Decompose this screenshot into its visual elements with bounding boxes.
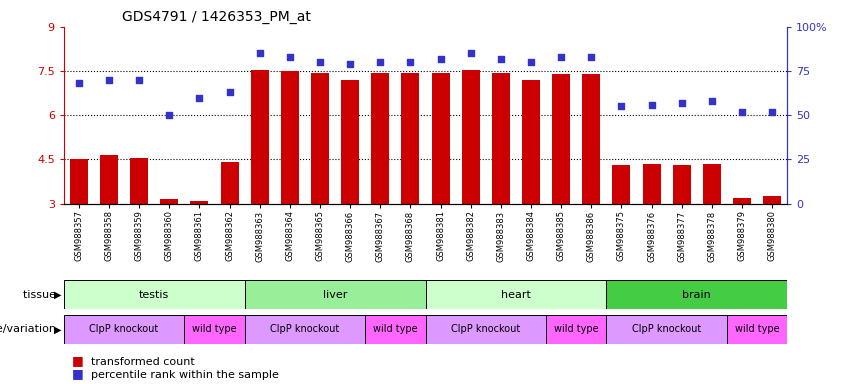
Point — [163, 112, 176, 118]
Text: wild type: wild type — [554, 324, 598, 334]
Point — [434, 56, 448, 62]
Point — [705, 98, 718, 104]
Point — [765, 109, 779, 115]
Bar — [220, 162, 238, 204]
Text: heart: heart — [501, 290, 531, 300]
Bar — [281, 71, 299, 204]
Bar — [643, 164, 660, 204]
Bar — [130, 158, 148, 204]
Bar — [546, 315, 607, 344]
Bar — [64, 315, 185, 344]
Text: transformed count: transformed count — [91, 357, 195, 367]
Bar — [251, 70, 269, 204]
Bar — [402, 73, 420, 204]
Bar — [461, 70, 480, 204]
Text: wild type: wild type — [734, 324, 780, 334]
Point — [102, 77, 116, 83]
Text: genotype/variation: genotype/variation — [0, 324, 60, 334]
Bar — [703, 164, 721, 204]
Text: ▶: ▶ — [54, 324, 61, 334]
Point — [72, 80, 86, 86]
Text: ■: ■ — [72, 354, 89, 367]
Point — [524, 59, 538, 65]
Text: ClpP knockout: ClpP knockout — [89, 324, 159, 334]
Bar — [426, 280, 606, 309]
Bar — [245, 315, 365, 344]
Bar — [522, 80, 540, 204]
Text: wild type: wild type — [192, 324, 237, 334]
Point — [585, 54, 598, 60]
Bar — [727, 315, 787, 344]
Text: tissue: tissue — [23, 290, 60, 300]
Bar — [311, 73, 329, 204]
Bar — [552, 74, 570, 204]
Point — [343, 61, 357, 67]
Text: GDS4791 / 1426353_PM_at: GDS4791 / 1426353_PM_at — [122, 10, 311, 25]
Bar — [672, 165, 691, 204]
Point — [464, 50, 477, 56]
Bar — [763, 196, 781, 204]
Point — [133, 77, 146, 83]
Bar — [365, 315, 426, 344]
Bar — [64, 280, 245, 309]
Point — [645, 101, 659, 108]
Point — [223, 89, 237, 95]
Text: percentile rank within the sample: percentile rank within the sample — [91, 370, 279, 380]
Bar — [70, 159, 88, 204]
Bar — [100, 155, 118, 204]
Point — [283, 54, 297, 60]
Text: liver: liver — [323, 290, 347, 300]
Point — [313, 59, 327, 65]
Point — [192, 94, 206, 101]
Bar — [582, 74, 600, 204]
Text: ClpP knockout: ClpP knockout — [451, 324, 521, 334]
Bar — [341, 80, 359, 204]
Point — [554, 54, 568, 60]
Text: brain: brain — [683, 290, 711, 300]
Point — [253, 50, 266, 56]
Point — [614, 103, 628, 109]
Point — [494, 56, 508, 62]
Bar — [245, 280, 426, 309]
Bar — [191, 200, 208, 204]
Bar — [426, 315, 546, 344]
Bar — [431, 73, 449, 204]
Point — [675, 100, 688, 106]
Point — [735, 109, 749, 115]
Bar — [160, 199, 179, 204]
Bar — [371, 73, 389, 204]
Text: wild type: wild type — [373, 324, 418, 334]
Text: ■: ■ — [72, 367, 89, 380]
Text: ClpP knockout: ClpP knockout — [632, 324, 701, 334]
Bar — [613, 165, 631, 204]
Point — [374, 59, 387, 65]
Bar — [607, 315, 727, 344]
Text: ClpP knockout: ClpP knockout — [271, 324, 340, 334]
Bar — [492, 73, 510, 204]
Bar — [733, 198, 751, 204]
Bar — [607, 280, 787, 309]
Bar — [185, 315, 245, 344]
Text: ▶: ▶ — [54, 290, 61, 300]
Text: testis: testis — [139, 290, 169, 300]
Point — [403, 59, 417, 65]
